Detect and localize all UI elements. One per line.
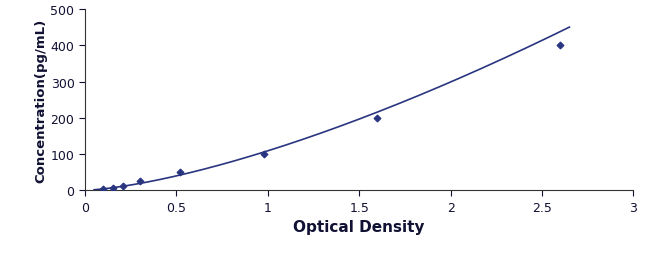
X-axis label: Optical Density: Optical Density <box>293 219 425 234</box>
Y-axis label: Concentration(pg/mL): Concentration(pg/mL) <box>35 19 48 182</box>
